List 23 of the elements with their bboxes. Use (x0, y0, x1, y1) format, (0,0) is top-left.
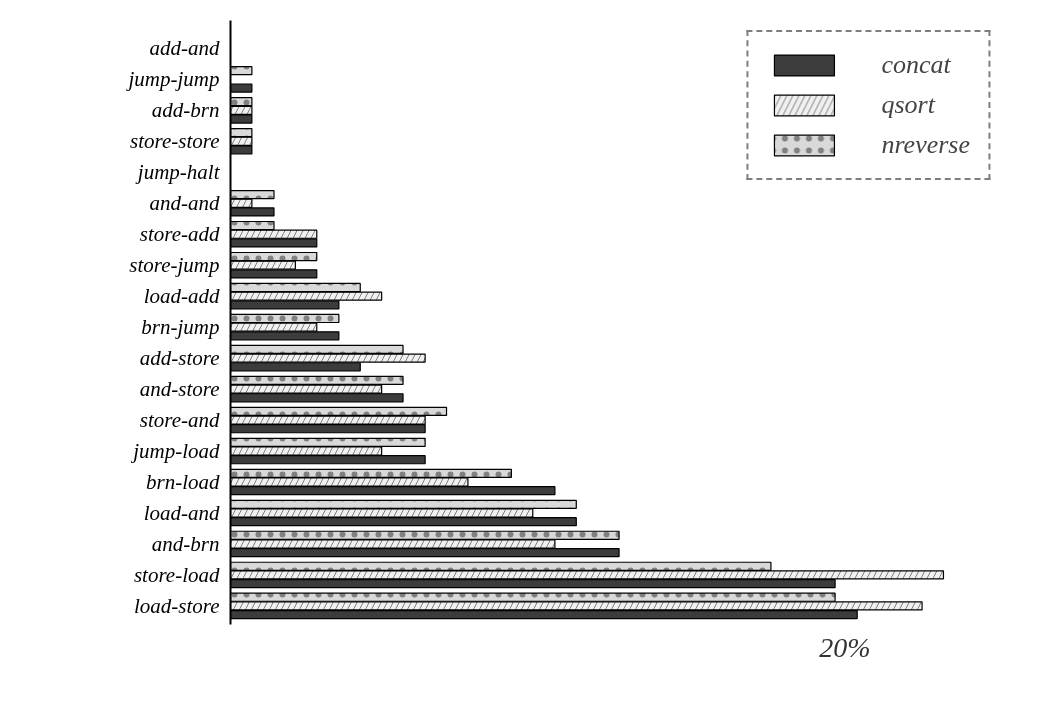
y-tick-label: jump-load (130, 439, 220, 464)
y-tick-label: store-add (139, 222, 220, 247)
legend-label: qsort (881, 90, 935, 120)
y-tick-label: add-store (139, 346, 220, 371)
y-tick-label: store-load (133, 562, 220, 587)
y-tick-label: brn-load (146, 470, 220, 495)
y-tick-label: add-and (149, 36, 220, 61)
y-tick-label: load-store (133, 593, 220, 618)
y-tick-label: load-add (143, 284, 220, 309)
y-tick-label: store-jump (129, 253, 220, 278)
legend-label: concat (881, 50, 951, 80)
y-tick-label: jump-halt (134, 160, 221, 185)
y-tick-label: and-and (149, 191, 220, 216)
y-tick-label: jump-jump (125, 67, 220, 92)
y-tick-label: brn-jump (141, 315, 220, 340)
y-tick-label: store-and (139, 408, 220, 433)
y-tick-label: and-store (139, 377, 220, 402)
y-tick-label: add-brn (151, 98, 220, 123)
y-tick-label: store-store (130, 129, 220, 154)
legend-label: nreverse (881, 130, 970, 160)
y-tick-label: load-and (143, 500, 220, 525)
text: 20% (819, 631, 871, 663)
y-tick-label: and-brn (151, 531, 220, 556)
